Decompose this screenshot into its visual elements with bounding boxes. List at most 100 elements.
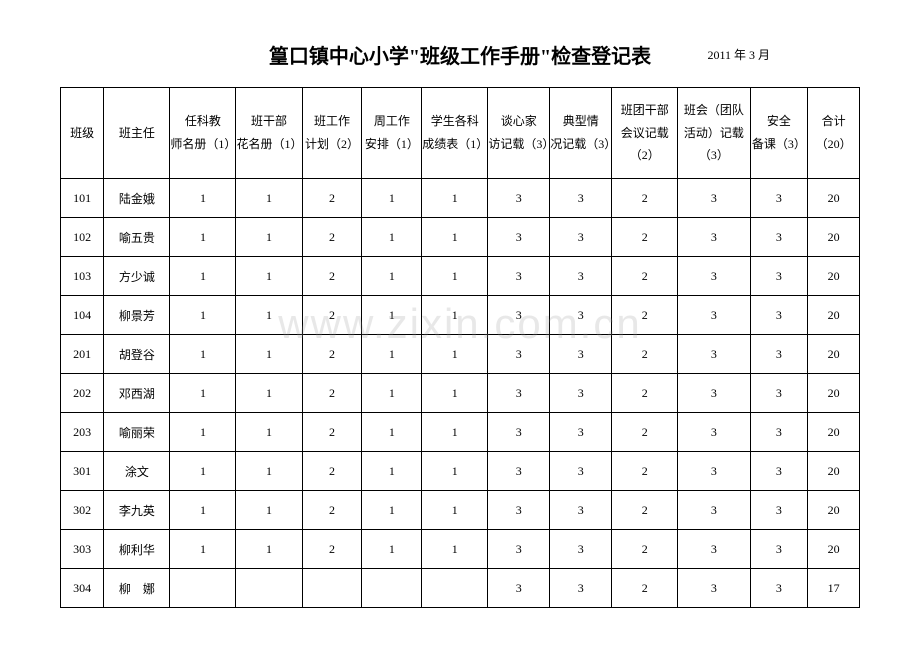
table-cell: 2 xyxy=(302,413,362,452)
table-cell: 1 xyxy=(170,257,236,296)
table-cell: 304 xyxy=(61,569,104,608)
table-cell xyxy=(422,569,488,608)
table-cell: 1 xyxy=(362,257,422,296)
table-cell: 101 xyxy=(61,179,104,218)
table-cell: 2 xyxy=(302,491,362,530)
table-cell: 3 xyxy=(550,374,612,413)
table-cell: 3 xyxy=(750,413,808,452)
table-row: 303柳利华112113323320 xyxy=(61,530,860,569)
table-cell: 陆金娥 xyxy=(104,179,170,218)
table-cell: 李九英 xyxy=(104,491,170,530)
table-row: 101陆金娥112113323320 xyxy=(61,179,860,218)
table-cell: 1 xyxy=(422,413,488,452)
table-cell: 1 xyxy=(236,413,302,452)
table-cell: 1 xyxy=(236,374,302,413)
table-cell: 3 xyxy=(750,530,808,569)
col-header: 班团干部会议记载（2） xyxy=(612,88,678,179)
table-cell: 3 xyxy=(750,296,808,335)
col-header: 任科教师名册（1） xyxy=(170,88,236,179)
table-cell: 20 xyxy=(808,296,860,335)
table-cell: 1 xyxy=(170,374,236,413)
table-cell xyxy=(302,569,362,608)
table-cell: 1 xyxy=(362,413,422,452)
table-cell: 3 xyxy=(488,374,550,413)
table-cell: 17 xyxy=(808,569,860,608)
col-header: 班主任 xyxy=(104,88,170,179)
table-header-row: 班级 班主任 任科教师名册（1） 班干部花名册（1） 班工作计划（2） 周工作安… xyxy=(61,88,860,179)
table-cell: 3 xyxy=(750,218,808,257)
table-cell: 104 xyxy=(61,296,104,335)
col-header: 谈心家访记载（3） xyxy=(488,88,550,179)
table-cell: 3 xyxy=(488,335,550,374)
table-cell: 1 xyxy=(362,218,422,257)
table-cell: 3 xyxy=(488,452,550,491)
table-cell: 3 xyxy=(750,491,808,530)
table-cell: 303 xyxy=(61,530,104,569)
table-cell: 3 xyxy=(678,530,750,569)
table-cell: 3 xyxy=(678,335,750,374)
table-cell: 邓西湖 xyxy=(104,374,170,413)
table-cell: 1 xyxy=(236,179,302,218)
table-cell: 3 xyxy=(678,218,750,257)
table-cell: 3 xyxy=(678,413,750,452)
table-cell: 20 xyxy=(808,218,860,257)
table-cell: 20 xyxy=(808,413,860,452)
table-cell: 20 xyxy=(808,491,860,530)
table-cell: 1 xyxy=(362,530,422,569)
col-header: 班干部花名册（1） xyxy=(236,88,302,179)
table-cell: 3 xyxy=(678,296,750,335)
table-cell: 喻五贵 xyxy=(104,218,170,257)
col-header: 合计（20） xyxy=(808,88,860,179)
inspection-table: 班级 班主任 任科教师名册（1） 班干部花名册（1） 班工作计划（2） 周工作安… xyxy=(60,87,860,608)
table-cell: 1 xyxy=(170,335,236,374)
table-cell: 3 xyxy=(550,335,612,374)
table-cell: 2 xyxy=(302,335,362,374)
table-cell: 3 xyxy=(550,296,612,335)
table-cell: 1 xyxy=(362,452,422,491)
table-cell: 1 xyxy=(170,491,236,530)
table-row: 104柳景芳112113323320 xyxy=(61,296,860,335)
col-header: 典型情况记载（3） xyxy=(550,88,612,179)
table-cell: 1 xyxy=(362,491,422,530)
col-header: 班工作计划（2） xyxy=(302,88,362,179)
table-cell: 1 xyxy=(170,179,236,218)
table-cell: 3 xyxy=(678,452,750,491)
table-cell: 1 xyxy=(170,530,236,569)
col-header: 班会（团队活动）记载（3） xyxy=(678,88,750,179)
table-cell: 3 xyxy=(550,218,612,257)
table-cell: 3 xyxy=(550,491,612,530)
table-cell: 1 xyxy=(362,296,422,335)
page-title: 篁口镇中心小学"班级工作手册"检查登记表 xyxy=(269,40,651,69)
col-header: 安全备课（3） xyxy=(750,88,808,179)
table-cell: 3 xyxy=(488,179,550,218)
col-header: 学生各科成绩表（1） xyxy=(422,88,488,179)
table-cell: 3 xyxy=(678,374,750,413)
table-cell: 1 xyxy=(422,452,488,491)
table-cell: 3 xyxy=(488,296,550,335)
table-row: 201胡登谷112113323320 xyxy=(61,335,860,374)
table-cell: 1 xyxy=(422,491,488,530)
table-cell xyxy=(236,569,302,608)
table-cell: 1 xyxy=(422,218,488,257)
table-cell: 柳 娜 xyxy=(104,569,170,608)
table-cell: 2 xyxy=(612,452,678,491)
table-row: 302李九英112113323320 xyxy=(61,491,860,530)
table-cell: 1 xyxy=(170,413,236,452)
table-cell: 2 xyxy=(302,452,362,491)
table-cell: 2 xyxy=(302,218,362,257)
table-cell: 2 xyxy=(612,335,678,374)
table-cell: 3 xyxy=(550,530,612,569)
table-cell: 2 xyxy=(302,374,362,413)
table-cell: 2 xyxy=(612,374,678,413)
table-row: 102喻五贵112113323320 xyxy=(61,218,860,257)
table-cell: 20 xyxy=(808,179,860,218)
table-cell: 方少诚 xyxy=(104,257,170,296)
table-cell: 2 xyxy=(302,179,362,218)
table-cell: 3 xyxy=(550,257,612,296)
table-cell: 301 xyxy=(61,452,104,491)
table-cell: 203 xyxy=(61,413,104,452)
table-cell: 1 xyxy=(170,296,236,335)
table-cell: 1 xyxy=(422,296,488,335)
table-cell: 3 xyxy=(488,491,550,530)
table-cell: 涂文 xyxy=(104,452,170,491)
